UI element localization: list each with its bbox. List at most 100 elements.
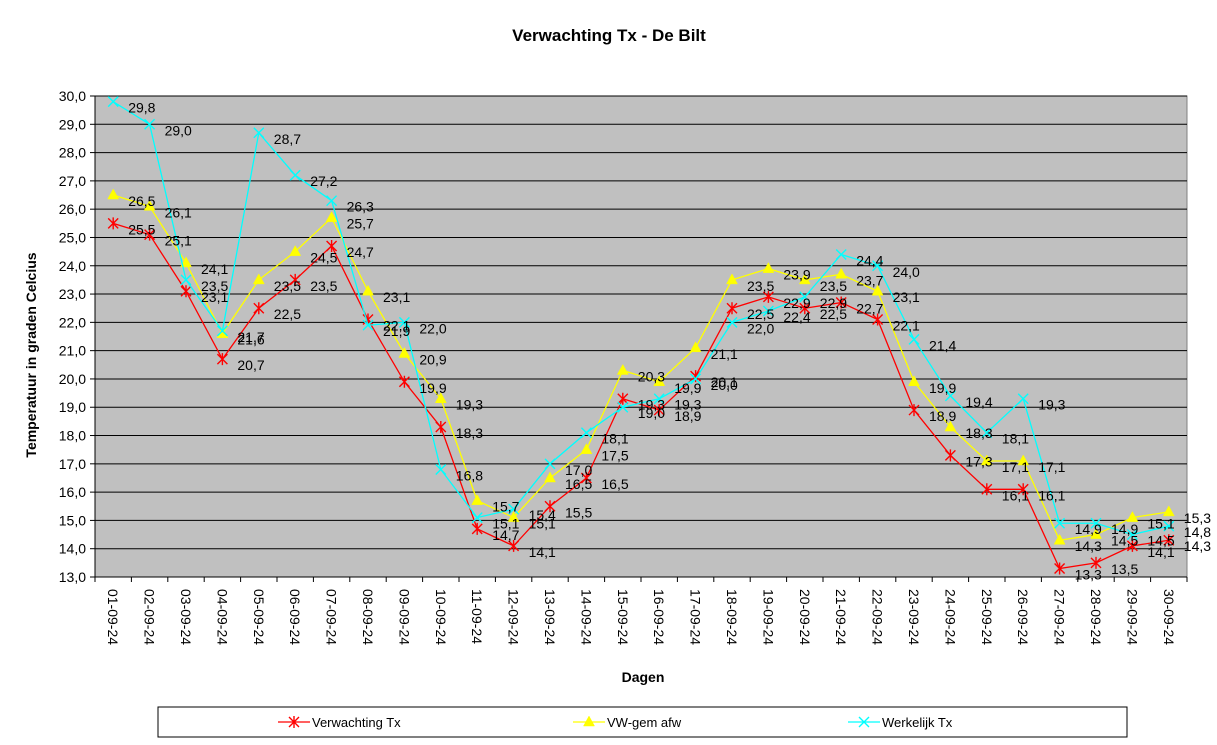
x-tick-label: 05-09-24 bbox=[251, 589, 267, 645]
data-label: 21,9 bbox=[383, 323, 410, 339]
data-point bbox=[289, 169, 301, 181]
y-tick-label: 29,0 bbox=[59, 116, 86, 132]
data-label: 22,5 bbox=[820, 306, 847, 322]
series-2 bbox=[107, 188, 1175, 545]
data-label: 23,5 bbox=[310, 278, 337, 294]
data-label: 15,7 bbox=[492, 499, 519, 515]
x-tick-label: 20-09-24 bbox=[797, 589, 813, 645]
data-point bbox=[180, 285, 192, 298]
x-tick-label: 11-09-24 bbox=[469, 589, 485, 644]
data-point bbox=[762, 262, 775, 273]
data-point bbox=[762, 290, 774, 303]
x-tick-label: 06-09-24 bbox=[287, 589, 303, 645]
data-point bbox=[435, 421, 447, 434]
data-label: 19,9 bbox=[929, 380, 956, 396]
data-label: 13,5 bbox=[1111, 561, 1138, 577]
x-tick-label: 29-09-24 bbox=[1124, 589, 1140, 645]
x-tick-label: 23-09-24 bbox=[906, 589, 922, 645]
x-axis-ticks: 01-09-24 02-09-24 03-09-24 04-09-24 05-09-24… bbox=[105, 589, 1177, 645]
data-point bbox=[580, 443, 593, 454]
data-label: 28,7 bbox=[274, 131, 301, 147]
data-label: 14,1 bbox=[1147, 544, 1174, 560]
data-point bbox=[544, 471, 556, 483]
y-tick-label: 14,0 bbox=[59, 541, 86, 557]
data-label: 22,5 bbox=[274, 306, 301, 322]
data-point bbox=[544, 500, 556, 513]
data-label: 14,7 bbox=[492, 527, 519, 543]
legend-marker bbox=[583, 715, 595, 727]
data-label: 19,9 bbox=[674, 380, 701, 396]
x-tick-label: 24-09-24 bbox=[942, 589, 958, 645]
data-label: 20,1 bbox=[711, 374, 738, 390]
data-label: 17,1 bbox=[1002, 459, 1029, 475]
data-label: 19,3 bbox=[674, 397, 701, 413]
data-point bbox=[398, 375, 410, 388]
data-label: 16,8 bbox=[456, 467, 483, 483]
legend-marker bbox=[288, 716, 300, 728]
y-tick-label: 13,0 bbox=[59, 569, 86, 585]
y-tick-label: 28,0 bbox=[59, 145, 86, 161]
x-tick-label: 02-09-24 bbox=[142, 589, 158, 645]
data-point bbox=[1163, 534, 1175, 547]
legend-label: VW-gem afw bbox=[607, 715, 682, 730]
x-tick-label: 03-09-24 bbox=[178, 589, 194, 645]
data-point bbox=[872, 313, 884, 326]
data-point bbox=[616, 363, 629, 375]
y-tick-label: 27,0 bbox=[59, 173, 86, 189]
data-labels: 25,5 25,1 23,1 20,7 22,5 23,5 24,7 22,1 19,9 18,3… bbox=[128, 100, 1211, 583]
data-point bbox=[690, 373, 702, 385]
data-point bbox=[216, 325, 228, 337]
x-tick-label: 18-09-24 bbox=[724, 589, 740, 645]
data-label: 26,1 bbox=[165, 204, 192, 220]
data-label: 23,9 bbox=[783, 267, 810, 283]
x-tick-label: 19-09-24 bbox=[760, 589, 776, 645]
data-point bbox=[872, 260, 884, 272]
data-label: 14,5 bbox=[1147, 533, 1174, 549]
data-label: 13,3 bbox=[1075, 567, 1102, 583]
data-label: 15,1 bbox=[529, 516, 556, 532]
data-point bbox=[252, 273, 265, 285]
data-label: 27,2 bbox=[310, 173, 337, 189]
legend-box bbox=[157, 706, 1128, 738]
data-label: 14,9 bbox=[1075, 521, 1102, 537]
y-tick-label: 25,0 bbox=[59, 229, 86, 245]
data-point bbox=[981, 427, 993, 439]
data-label: 15,1 bbox=[1147, 516, 1174, 532]
data-point bbox=[799, 291, 811, 303]
data-label: 19,9 bbox=[419, 380, 446, 396]
data-point bbox=[726, 316, 738, 328]
data-point bbox=[326, 195, 338, 207]
y-tick-label: 22,0 bbox=[59, 314, 86, 330]
data-label: 22,5 bbox=[747, 306, 774, 322]
x-tick-label: 01-09-24 bbox=[105, 589, 121, 645]
data-point bbox=[398, 346, 411, 358]
data-point bbox=[871, 284, 884, 296]
legend-item: Verwachting Tx bbox=[278, 715, 401, 730]
data-label: 14,1 bbox=[529, 544, 556, 560]
data-point bbox=[653, 404, 665, 417]
data-point bbox=[398, 316, 410, 328]
data-label: 14,8 bbox=[1184, 524, 1211, 540]
y-tick-label: 23,0 bbox=[59, 286, 86, 302]
data-label: 20,7 bbox=[237, 357, 264, 373]
data-point bbox=[908, 404, 920, 417]
data-point bbox=[435, 463, 447, 475]
data-label: 17,1 bbox=[1038, 459, 1065, 475]
data-label: 25,5 bbox=[128, 221, 155, 237]
data-label: 20,3 bbox=[638, 368, 665, 384]
x-tick-label: 13-09-24 bbox=[542, 589, 558, 645]
x-tick-label: 16-09-24 bbox=[651, 589, 667, 645]
data-point bbox=[471, 494, 484, 505]
x-tick-marks bbox=[94, 577, 1188, 582]
series-line bbox=[113, 194, 1169, 541]
x-tick-label: 14-09-24 bbox=[578, 589, 594, 645]
data-point bbox=[617, 392, 629, 405]
data-point bbox=[180, 274, 192, 286]
series-line bbox=[113, 222, 1169, 570]
data-label: 15,4 bbox=[529, 507, 556, 523]
data-point bbox=[653, 375, 666, 387]
y-tick-label: 17,0 bbox=[59, 456, 86, 472]
data-point bbox=[944, 420, 957, 432]
data-point bbox=[1162, 505, 1175, 517]
